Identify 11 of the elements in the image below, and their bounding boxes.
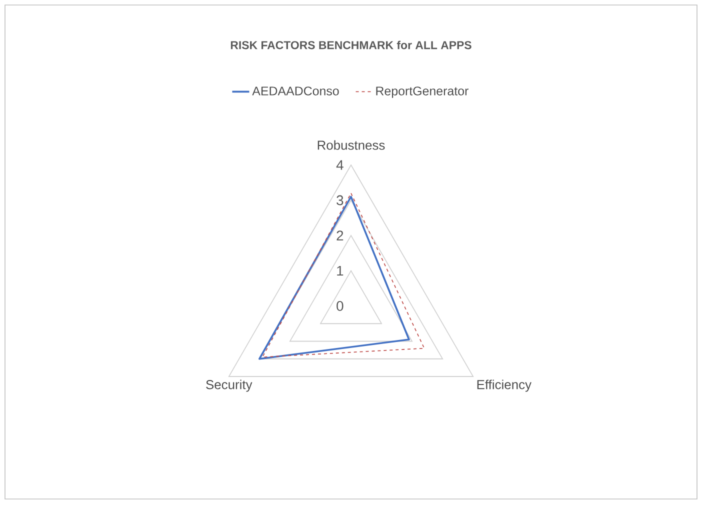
spoke-label: Efficiency: [477, 380, 532, 392]
y-tick-label: 2: [336, 230, 344, 240]
spoke-label: Security: [206, 380, 252, 392]
spoke-label: Robustness: [318, 140, 385, 150]
legend-label: AEDAADConso: [252, 86, 339, 96]
y-tick-label: 4: [336, 160, 344, 170]
y-tick-label: 1: [337, 266, 344, 276]
y-tick-label: 0: [336, 301, 344, 311]
y-tick-label: 3: [336, 195, 344, 206]
chart-title: RISK FACTORS BENCHMARK for ALL APPS: [230, 40, 472, 50]
legend-label: ReportGenerator: [376, 86, 468, 98]
